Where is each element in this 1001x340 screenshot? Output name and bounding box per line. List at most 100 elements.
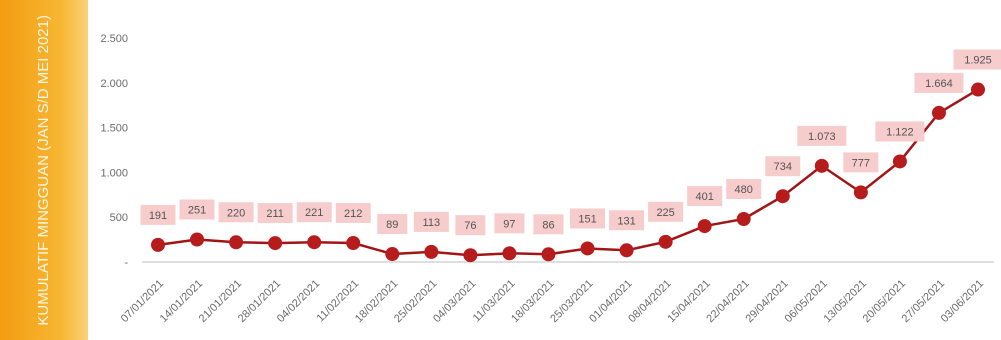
side-banner: KUMULATIF MINGGUAN (JAN S/D MEI 2021) [0,0,88,340]
data-label-text: 225 [656,207,674,219]
data-label: 401 [687,186,723,207]
data-label-box [609,210,645,231]
data-point [931,105,946,120]
data-label: 89 [377,214,408,235]
data-label-box [296,202,332,223]
y-tick-label: - [124,257,128,269]
data-label-box [218,202,254,223]
y-tick-label: 2.000 [100,78,128,90]
data-label: 480 [726,178,762,199]
data-point [697,219,712,234]
data-point [971,82,985,97]
data-point [346,236,361,251]
data-point [385,247,400,262]
data-label-text: 211 [266,208,284,220]
data-label-text: 251 [188,205,206,217]
data-point [307,235,322,250]
data-label: 734 [765,156,801,177]
data-label-box [797,125,847,146]
data-label-box [179,199,215,220]
data-label: 211 [257,203,293,224]
data-label: 76 [455,215,486,236]
data-label-text: 212 [344,208,362,220]
y-tick-label: 1.500 [100,123,128,135]
data-label-text: 151 [578,213,596,225]
data-label-box [843,152,879,173]
data-label: 220 [218,202,254,223]
data-label: 212 [335,203,371,224]
data-point [151,237,165,252]
data-label: 225 [648,201,684,222]
data-label-text: 1.925 [964,55,992,67]
data-label-text: 480 [735,184,753,196]
data-label: 777 [843,152,879,173]
data-label-box [570,208,606,229]
data-label-box [494,213,525,234]
y-tick-label: 1.000 [100,167,128,179]
data-label: 1.073 [797,125,847,146]
data-label-text: 777 [852,157,870,169]
data-point [658,234,673,249]
data-label: 1.664 [914,72,964,93]
data-label-text: 131 [617,215,635,227]
data-label: 1.122 [875,121,925,142]
data-label-box [533,214,564,235]
data-label-text: 734 [774,161,792,173]
data-label-text: 1.664 [925,78,953,90]
data-point [424,244,439,259]
series-line [157,88,979,257]
data-label-box [726,178,762,199]
data-label-text: 97 [503,218,515,230]
data-point [463,248,478,263]
data-point [190,232,205,247]
data-label-box [953,49,1001,70]
data-label-text: 220 [227,207,245,219]
data-label-text: 76 [464,220,476,232]
data-label-text: 113 [423,217,441,229]
data-point [892,154,907,169]
line-chart: -5001.0001.5002.0002.50007/01/202114/01/… [100,33,1001,325]
data-label-text: 191 [149,210,167,222]
data-label-box [455,215,486,236]
data-label-box [140,204,176,225]
data-label-box [335,203,371,224]
data-label: 86 [533,214,564,235]
data-label: 191 [140,204,176,225]
data-label: 151 [570,208,606,229]
data-label: 97 [494,213,525,234]
data-label-box [765,156,801,177]
data-label-text: 1.073 [808,131,836,143]
banner-text: KUMULATIF MINGGUAN (JAN S/D MEI 2021) [35,14,52,326]
data-point [229,235,244,250]
data-point [541,247,556,262]
data-label-box [413,211,449,232]
data-point [268,236,283,251]
y-tick-label: 500 [110,212,128,224]
data-label-box [648,201,684,222]
data-point [775,189,790,204]
data-label-box [914,72,964,93]
x-tick-label: 03/06/2021 [939,278,986,325]
plot-area: -500 1.000 1.500 2.000 2.500 07/01/2021 14/01/… [88,0,1001,340]
data-point [580,241,595,256]
data-point [736,211,751,226]
data-label: 113 [413,211,449,232]
data-point [853,185,868,200]
data-label-box [687,186,723,207]
y-tick-label: 2.500 [100,33,128,45]
data-label-text: 221 [305,207,323,219]
data-point [619,243,634,258]
data-label-text: 89 [386,219,398,231]
data-label-text: 1.122 [886,126,914,138]
data-label: 251 [179,199,215,220]
data-point [502,246,517,261]
data-label: 131 [609,210,645,231]
data-label-box [257,203,293,224]
data-label-text: 401 [695,191,713,203]
data-point [814,158,829,173]
data-label-text: 86 [542,219,554,231]
data-label-box [377,214,408,235]
data-label: 221 [296,202,332,223]
data-label-box [875,121,925,142]
